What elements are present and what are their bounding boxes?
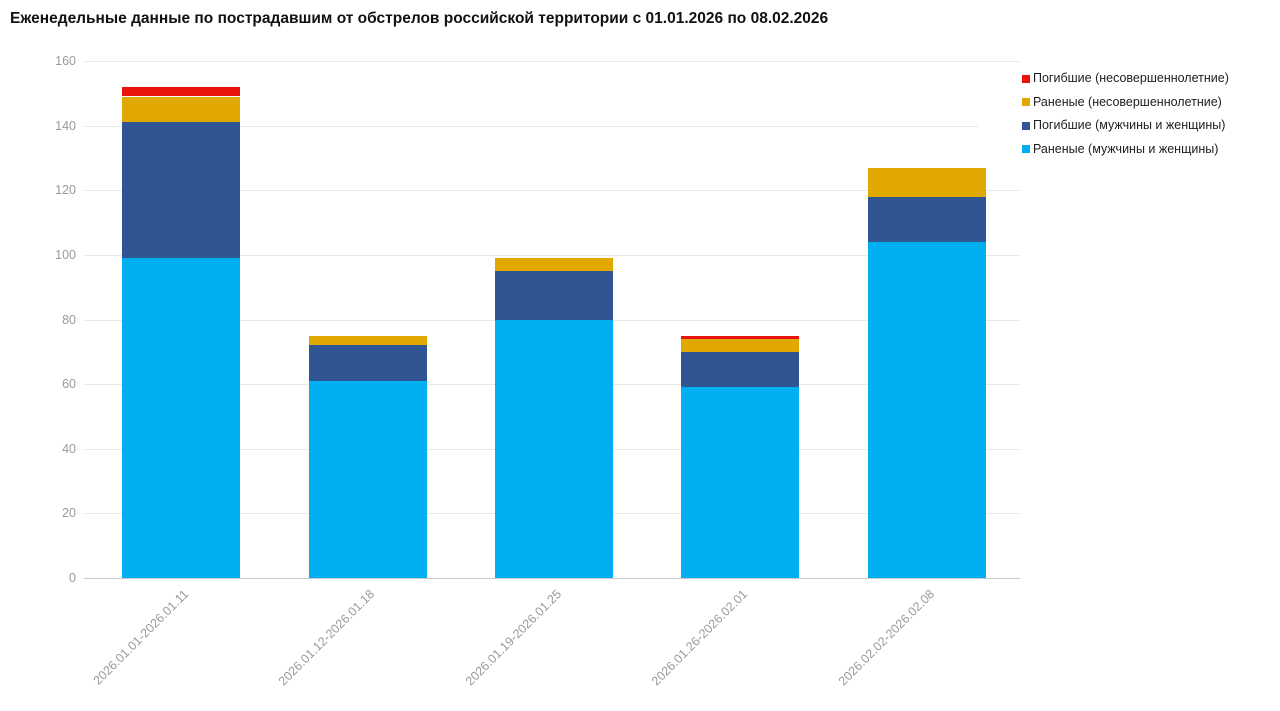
x-axis-tick-label: 2026.02.02-2026.02.08	[835, 587, 937, 689]
x-axis-tick-label: 2026.01.01-2026.01.11	[90, 587, 192, 688]
bar-segment	[122, 122, 241, 259]
legend-label: Раненые (несовершеннолетние)	[1033, 94, 1222, 109]
chart-title: Еженедельные данные по пострадавшим от о…	[10, 10, 829, 27]
bar-segment	[308, 335, 427, 346]
bar-segment	[867, 196, 986, 242]
y-axis-tick-label: 40	[62, 441, 76, 456]
gridline-y120	[84, 190, 1020, 192]
legend-item: Погибшие (несовершеннолетние)	[1022, 71, 1280, 86]
bar-segment	[867, 241, 986, 578]
y-axis-tick-label: 100	[55, 247, 76, 262]
y-axis-tick-label: 0	[69, 571, 76, 585]
x-axis-tick-label: 2026.01.19-2026.01.25	[462, 587, 564, 689]
bar-segment	[495, 258, 613, 271]
gridline-y160	[84, 61, 1020, 62]
legend-label: Погибшие (несовершеннолетние)	[1033, 71, 1229, 85]
legend: Погибшие (несовершеннолетние) Раненые (не…	[978, 64, 1280, 165]
legend-label: Погибшие (мужчины и женщины)	[1033, 118, 1226, 132]
y-axis-tick-label: 160	[55, 54, 76, 68]
legend-item: Раненые (несовершеннолетние)	[1022, 95, 1280, 110]
legend-swatch-icon	[1022, 98, 1030, 106]
legend-item: Раненые (мужчины и женщины)	[1022, 142, 1280, 157]
bar-segment	[308, 380, 427, 578]
bar-segment	[681, 387, 800, 578]
bar-segment	[495, 319, 613, 578]
gridline-y100	[84, 254, 1020, 256]
bar-segment	[681, 351, 800, 388]
bar-segment	[867, 167, 986, 197]
legend-swatch-icon	[1022, 74, 1030, 83]
bar-segment	[122, 96, 241, 123]
bar-segment	[122, 86, 241, 97]
y-axis-tick-label: 20	[62, 506, 76, 521]
gridline-y0	[84, 578, 1020, 579]
bar-segment	[122, 258, 241, 578]
legend-swatch-icon	[1022, 121, 1030, 130]
bar-segment	[681, 335, 800, 339]
legend-item: Погибшие (мужчины и женщины)	[1022, 118, 1280, 133]
legend-swatch-icon	[1022, 145, 1030, 153]
bar-segment	[308, 345, 427, 381]
y-axis-tick-label: 60	[62, 377, 76, 392]
legend-label: Раненые (мужчины и женщины)	[1033, 141, 1219, 156]
x-axis-tick-label: 2026.01.26-2026.02.01	[648, 587, 751, 689]
y-axis-tick-label: 140	[55, 118, 76, 133]
x-axis-tick-label: 2026.01.12-2026.01.18	[276, 587, 378, 689]
y-axis-tick-label: 80	[62, 312, 76, 327]
y-axis-tick-label: 120	[55, 183, 76, 198]
gridline-y140	[84, 125, 1020, 127]
bar-segment	[495, 271, 613, 320]
bar-segment	[681, 338, 800, 352]
